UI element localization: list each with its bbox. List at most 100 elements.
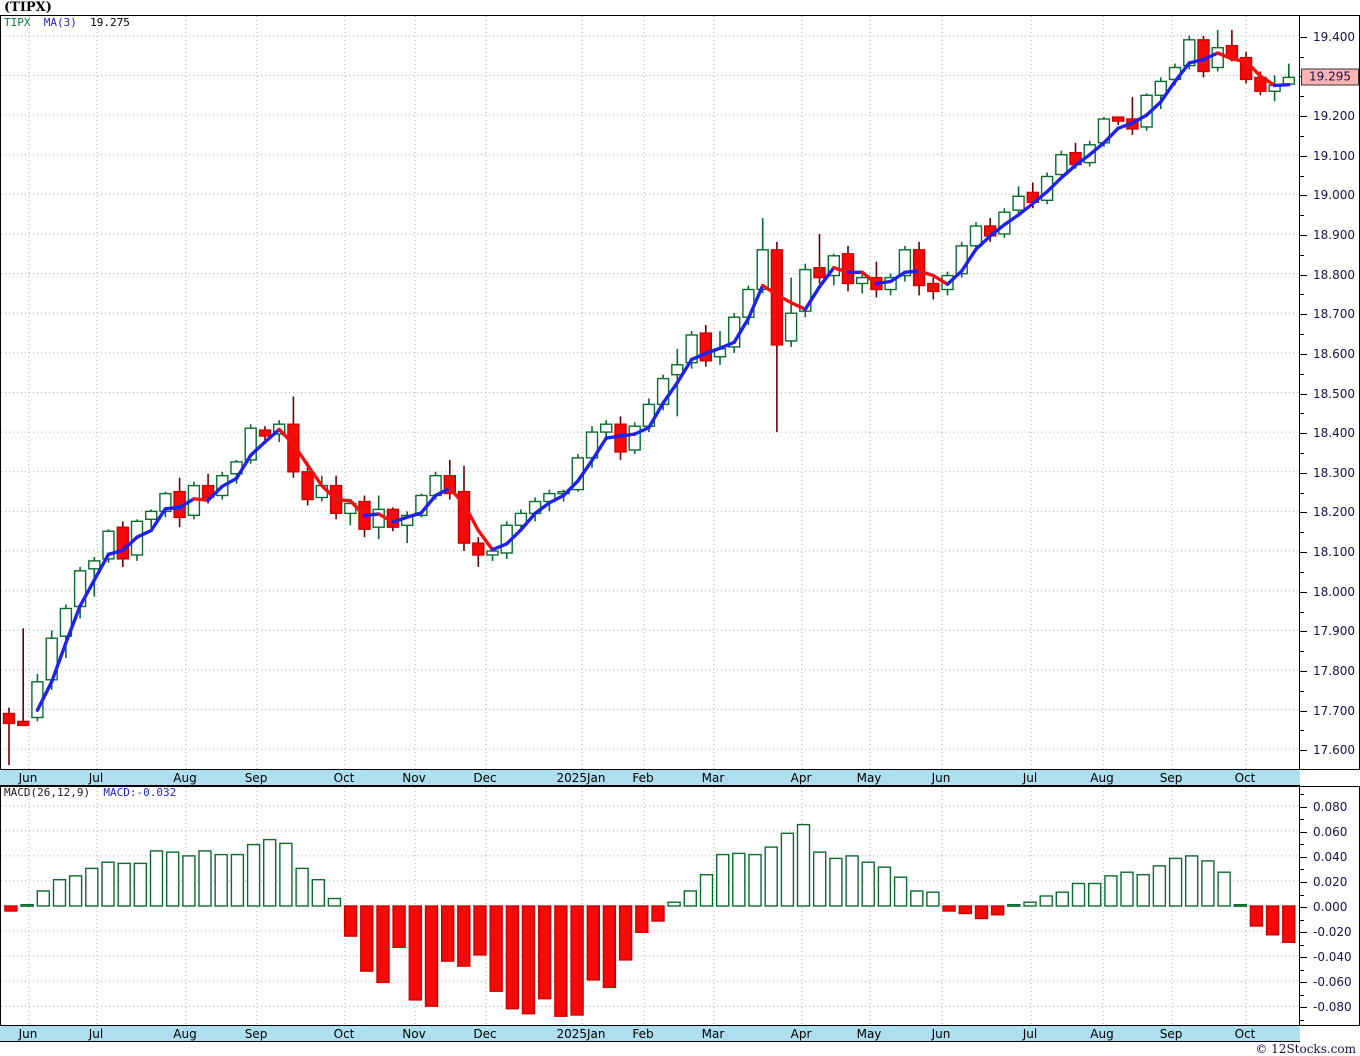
price-tick-label: 18.300: [1313, 465, 1355, 480]
macd-tick-mark: [1300, 1007, 1307, 1009]
month-label: Apr: [790, 771, 812, 785]
month-label: Aug: [173, 1027, 197, 1041]
price-tick-mark: [1300, 670, 1307, 672]
macd-tick-label: -0.040: [1313, 950, 1352, 965]
macd-tick-label: -0.020: [1313, 925, 1352, 940]
price-tick-mark: [1300, 314, 1307, 316]
month-label: Mar: [701, 1027, 725, 1041]
month-label: Oct: [1234, 771, 1256, 785]
month-label: Feb: [632, 1027, 654, 1041]
price-tick-mark: [1300, 353, 1307, 355]
price-tick-mark: [1300, 155, 1307, 157]
price-tick-label: 17.900: [1313, 624, 1355, 639]
macd-tick-minor: [1300, 944, 1304, 946]
macd-tick-minor: [1300, 919, 1304, 921]
copyright-footer: © 12Stocks.com: [1255, 1042, 1356, 1056]
price-tick-minor: [1300, 56, 1304, 58]
price-tick-label: 18.900: [1313, 228, 1355, 242]
price-tick-minor: [1300, 373, 1304, 375]
month-label: 2025Jan: [556, 771, 606, 785]
month-label: Aug: [1090, 1027, 1114, 1041]
month-label: 2025Jan: [556, 1027, 606, 1041]
macd-tick-mark: [1300, 907, 1307, 908]
month-label: Mar: [701, 771, 725, 785]
price-tick-minor: [1300, 334, 1304, 336]
month-label: Sep: [244, 1027, 268, 1041]
macd-tick-minor: [1300, 869, 1304, 871]
legend-ma-label: MA(3): [43, 16, 77, 29]
last-price-badge: 19.295: [1301, 68, 1359, 86]
price-tick-minor: [1300, 730, 1304, 732]
macd-tick-mark: [1300, 881, 1307, 883]
macd-plot: [1, 787, 1299, 1025]
price-tick-minor: [1300, 96, 1304, 98]
price-tick-label: 18.000: [1313, 584, 1355, 599]
price-tick-mark: [1300, 472, 1307, 474]
price-tick-mark: [1300, 393, 1307, 395]
price-tick-label: 17.800: [1313, 663, 1355, 678]
price-tick-mark: [1300, 36, 1307, 38]
price-tick-label: 17.600: [1313, 743, 1355, 758]
price-tick-minor: [1300, 215, 1304, 217]
price-tick-mark: [1300, 631, 1307, 633]
price-chart-panel[interactable]: [0, 15, 1300, 770]
page-title: (TIPX): [4, 0, 52, 15]
month-label: Feb: [632, 771, 654, 785]
price-tick-mark: [1300, 710, 1307, 712]
price-tick-label: 18.800: [1313, 267, 1355, 282]
month-label: Sep: [1159, 771, 1183, 785]
month-axis-top: Jun Jul Aug Sep Oct Nov Dec 2025Jan Feb Mar Apr May…: [0, 769, 1300, 786]
price-tick-mark: [1300, 235, 1307, 236]
price-tick-minor: [1300, 571, 1304, 573]
title-bar: (TIPX): [0, 0, 1360, 15]
month-label: Jun: [18, 1027, 38, 1041]
month-axis-bottom: Jun Jul Aug Sep Oct Nov Dec 2025Jan Feb Mar Apr May…: [0, 1025, 1300, 1042]
legend-ma-value: 19.275: [90, 16, 130, 29]
macd-tick-mark: [1300, 932, 1307, 934]
legend-symbol: TIPX: [4, 16, 31, 29]
price-tick-minor: [1300, 135, 1304, 137]
macd-legend: MACD(26,12,9) MACD:-0.032: [4, 787, 176, 799]
macd-chart-panel[interactable]: [0, 786, 1300, 1026]
month-label: Jul: [88, 771, 104, 785]
price-tick-label: 18.700: [1313, 307, 1355, 322]
price-tick-minor: [1300, 413, 1304, 415]
macd-tick-mark: [1300, 982, 1307, 984]
price-tick-label: 19.200: [1313, 109, 1355, 124]
legend-macd-value: MACD:-0.032: [103, 786, 177, 799]
macd-tick-mark: [1300, 957, 1307, 959]
price-plot: [1, 16, 1299, 769]
macd-tick-label: 0.080: [1313, 799, 1348, 814]
price-tick-minor: [1300, 690, 1304, 692]
legend-macd-name: MACD(26,12,9): [4, 786, 91, 799]
macd-tick-mark: [1300, 831, 1307, 833]
price-tick-label: 18.100: [1313, 545, 1355, 559]
macd-tick-minor: [1300, 969, 1304, 971]
price-tick-label: 17.700: [1313, 703, 1355, 718]
month-label: Oct: [333, 1027, 355, 1041]
price-tick-mark: [1300, 433, 1307, 435]
price-tick-label: 18.200: [1313, 505, 1355, 520]
macd-tick-minor: [1300, 994, 1304, 996]
month-label: Nov: [402, 771, 426, 785]
month-label: May: [856, 771, 882, 785]
month-label: Aug: [1090, 771, 1114, 785]
price-tick-minor: [1300, 452, 1304, 454]
price-y-axis: 17.600 17.700 17.800 17.900 18.000 18.100 18.2…: [1300, 15, 1360, 770]
price-tick-minor: [1300, 492, 1304, 494]
price-tick-mark: [1300, 195, 1307, 197]
price-tick-minor: [1300, 532, 1304, 534]
month-label: Dec: [473, 771, 497, 785]
price-legend: TIPX MA(3) 19.275: [4, 17, 130, 29]
month-label: Jun: [931, 771, 951, 785]
price-tick-mark: [1300, 750, 1307, 752]
month-label: Oct: [333, 771, 355, 785]
price-tick-mark: [1300, 552, 1307, 553]
month-label: Sep: [244, 771, 268, 785]
macd-tick-mark: [1300, 856, 1307, 858]
price-tick-mark: [1300, 274, 1307, 276]
price-tick-label: 19.000: [1313, 188, 1355, 203]
price-tick-mark: [1300, 116, 1307, 118]
month-label: Jul: [88, 1027, 104, 1041]
